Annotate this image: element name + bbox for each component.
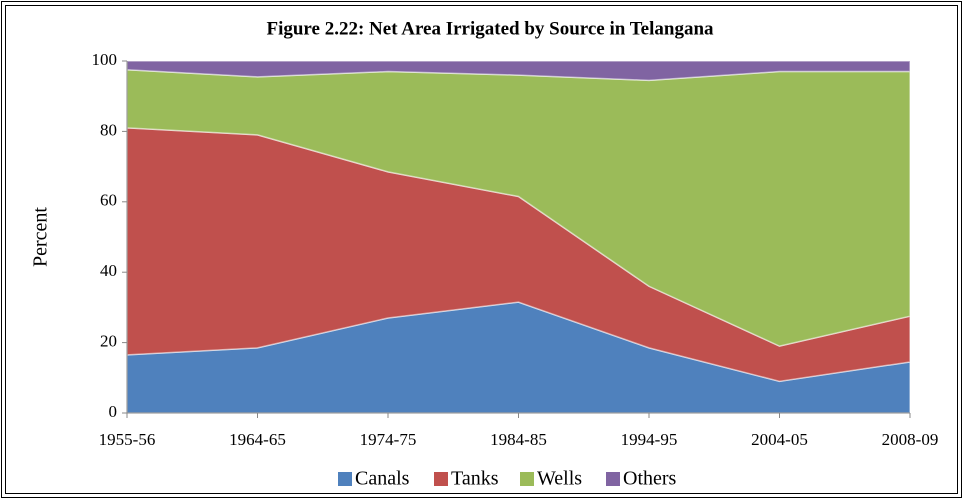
legend-label: Others [623,468,677,490]
legend-swatch [520,472,534,486]
y-axis-label: Percent [30,207,52,267]
legend-label: Canals [355,468,410,490]
legend-swatch [434,472,448,486]
legend-label: Tanks [451,468,499,490]
y-tick-label: 80 [100,120,117,139]
chart-title: Figure 2.22: Net Area Irrigated by Sourc… [266,18,714,39]
y-tick-label: 100 [92,50,118,69]
y-tick-label: 0 [109,402,118,421]
x-tick-label: 1955-56 [99,430,156,449]
y-tick-label: 60 [100,191,117,210]
legend-swatch [606,472,620,486]
x-tick-label: 1964-65 [229,430,286,449]
x-tick-label: 1994-95 [621,430,678,449]
x-tick-label: 2004-05 [751,430,808,449]
area [126,60,911,82]
legend-label: Wells [537,468,582,490]
y-tick-label: 40 [100,261,117,280]
y-tick-label: 20 [100,332,117,351]
x-tick-label: 2008-09 [882,430,939,449]
inner-frame [5,5,958,494]
x-tick-label: 1984-85 [490,430,547,449]
legend-swatch [338,472,352,486]
x-tick-label: 1974-75 [360,430,417,449]
